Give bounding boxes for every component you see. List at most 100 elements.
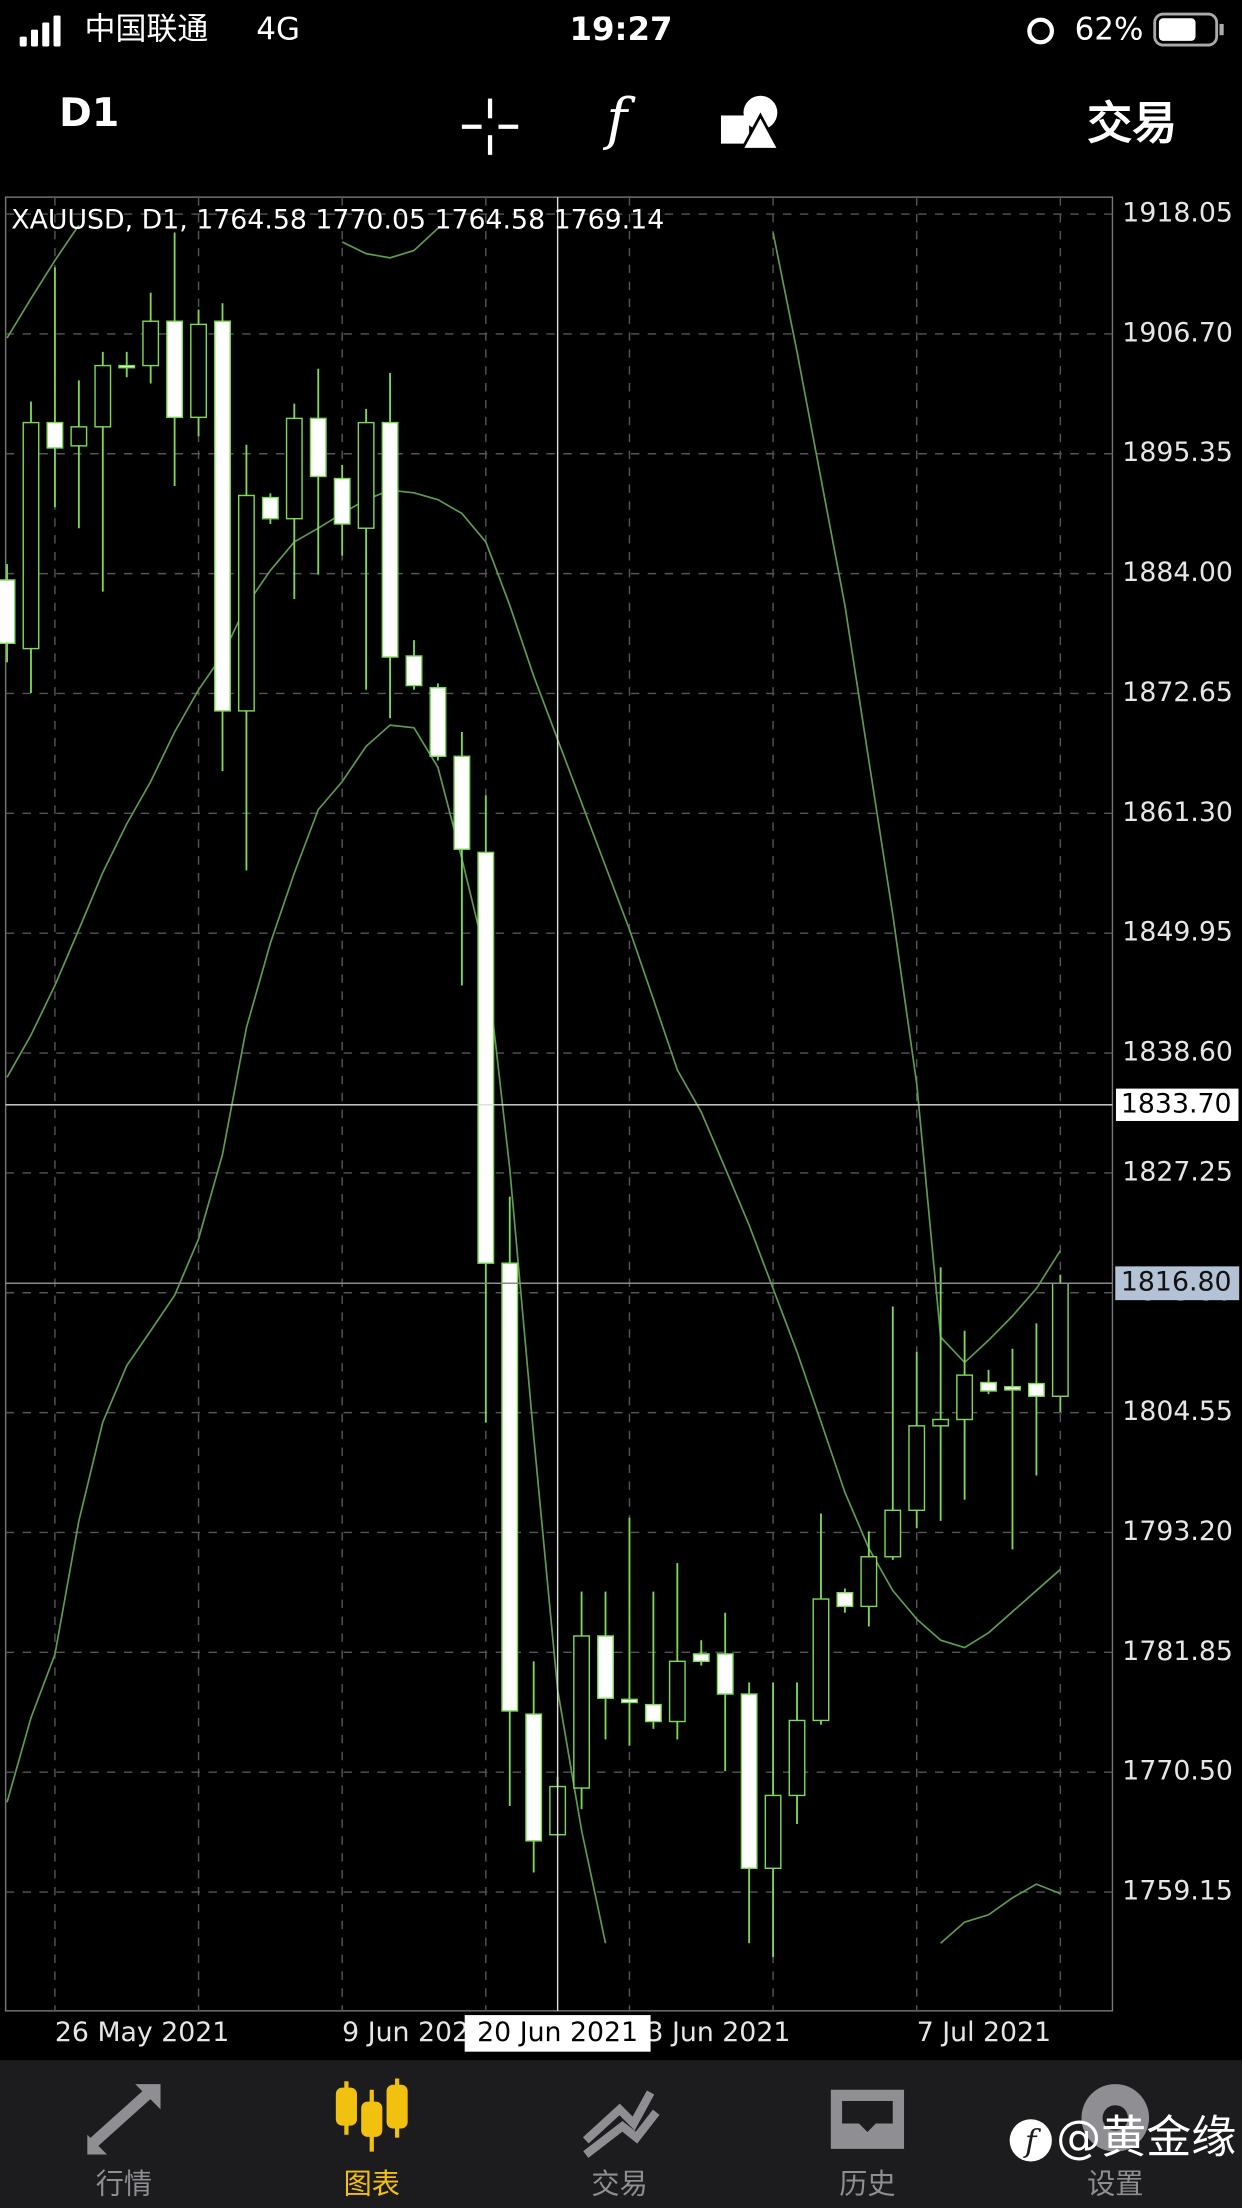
crosshair-price-label: 1833.70 [1121, 1088, 1232, 1119]
x-tick-label: 23 Jun 2021 [629, 2017, 790, 2048]
y-tick-label: 1759.15 [1122, 1876, 1233, 1907]
tab-label[interactable]: 行情 [96, 2167, 152, 2200]
candle-body [190, 323, 207, 419]
carrier: 中国联通 [84, 11, 208, 47]
band-line [6, 224, 80, 339]
y-tick-label: 1872.65 [1122, 677, 1233, 708]
candle-body [932, 1418, 950, 1427]
candle-body [94, 364, 112, 428]
candle-body [884, 1509, 902, 1558]
y-tick-label: 1827.25 [1122, 1156, 1233, 1187]
crosshair-price-tag [1114, 1087, 1240, 1123]
candle-body [1051, 1282, 1069, 1397]
y-tick-label: 1770.50 [1122, 1756, 1233, 1787]
candle-body [118, 364, 136, 369]
candle-body [309, 417, 327, 478]
candle-body [70, 426, 88, 447]
candle-body [22, 421, 40, 650]
candle-body [860, 1556, 878, 1608]
candle-body [166, 320, 184, 419]
tab-label[interactable]: 设置 [1087, 2167, 1143, 2200]
candle-body [142, 320, 160, 367]
clock: 19:27 [569, 10, 672, 48]
candle-body [405, 655, 423, 687]
tab-icon[interactable] [335, 2078, 408, 2152]
candle-body [46, 421, 64, 449]
chart: 1918.05 1906.70 1895.35 1884.00 1872.65 1861.… [0, 197, 1240, 2052]
candle-body [285, 417, 303, 520]
candle-body [333, 477, 351, 525]
y-tick-label: 1793.20 [1122, 1516, 1233, 1547]
tab-icon[interactable] [87, 2084, 161, 2155]
last-price-label: 1816.80 [1121, 1267, 1232, 1298]
tab-labels: 行情 图表 交易 历史 设置 [96, 2167, 1144, 2200]
candle-body [501, 1262, 519, 1712]
candle-body [477, 851, 495, 1264]
candle-body [980, 1381, 997, 1392]
x-tick-label: 7 Jul 2021 [917, 2017, 1051, 2048]
candle-body [956, 1374, 974, 1421]
band-line [772, 232, 1062, 1364]
band-line [6, 724, 607, 1944]
candle-body [214, 320, 231, 712]
candle-body [357, 421, 375, 529]
candle-body [0, 579, 16, 645]
candle-body [812, 1598, 830, 1722]
candle-body [237, 494, 255, 712]
tab-icon[interactable] [1081, 2084, 1150, 2152]
candle-body [525, 1713, 543, 1842]
y-tick-label: 1895.35 [1122, 437, 1233, 468]
y-tick-label: 1838.60 [1122, 1037, 1233, 1068]
candle-body [381, 421, 399, 658]
last-price-tag [1115, 1266, 1240, 1301]
candle-body [644, 1703, 662, 1723]
tab-icon[interactable] [582, 2090, 660, 2158]
candle-body [692, 1653, 710, 1663]
y-tick-label: 1849.95 [1122, 917, 1233, 948]
candle-body [1027, 1382, 1045, 1397]
tab-label[interactable]: 交易 [591, 2167, 647, 2200]
watermark: f @黄金缘 [1009, 2110, 1236, 2163]
candle-body [740, 1693, 758, 1869]
candle-body [453, 755, 471, 850]
candle-body [621, 1698, 638, 1704]
candle-body [1004, 1386, 1021, 1391]
y-tick-label: 1918.05 [1122, 198, 1233, 229]
candle-body [261, 496, 279, 520]
y-tick-label: 1781.85 [1122, 1636, 1233, 1667]
candle-body [429, 686, 447, 758]
band-line [341, 227, 439, 259]
candle-body [573, 1635, 591, 1789]
candle-body [597, 1635, 614, 1699]
tab-icon[interactable] [830, 2089, 905, 2149]
band-line [940, 1883, 1061, 1944]
candle-body [908, 1425, 926, 1512]
timeframe-button[interactable]: D1 [59, 90, 119, 136]
chart-title: XAUUSD, D1, 1764.58 1770.05 1764.58 1769… [11, 205, 664, 236]
tab-label[interactable]: 图表 [344, 2167, 400, 2200]
band-line [6, 489, 1061, 1649]
candle-body [764, 1794, 782, 1869]
tab-label[interactable]: 历史 [839, 2167, 895, 2200]
network: 4G [256, 11, 300, 47]
signal [19, 15, 61, 47]
x-tick-label: 9 Jun 2021 [342, 2017, 486, 2048]
y-tick-label: 1906.70 [1122, 317, 1233, 348]
candle-body [788, 1719, 806, 1797]
trade-button[interactable]: 交易 [1087, 97, 1177, 150]
objects-tool[interactable] [720, 95, 782, 151]
crosshair-tool[interactable] [461, 98, 519, 155]
battery-level: 62% [1075, 11, 1144, 47]
crosshair-date-label: 20 Jun 2021 [477, 2017, 638, 2048]
y-tick-label: 1884.00 [1122, 557, 1233, 588]
alarm-icon [1027, 17, 1055, 45]
crosshair-date-tag [464, 2015, 651, 2052]
battery-icon [1153, 12, 1224, 47]
y-tick-label: 1804.55 [1122, 1396, 1233, 1427]
candle-body [836, 1591, 854, 1608]
candle-body [716, 1653, 734, 1695]
x-tick-label: 26 May 2021 [55, 2017, 229, 2048]
candle-body [668, 1660, 686, 1723]
